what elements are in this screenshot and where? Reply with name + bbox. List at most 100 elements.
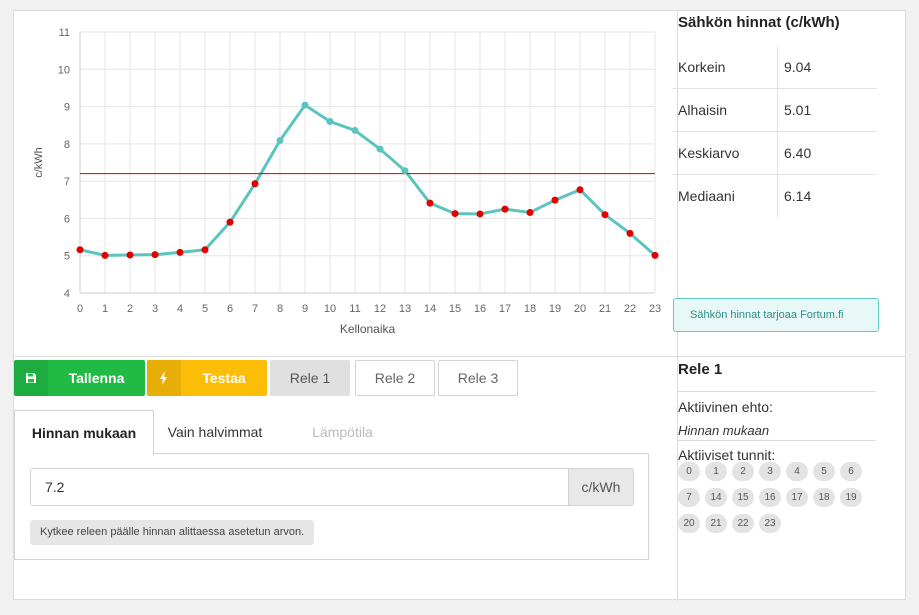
data-point bbox=[126, 251, 134, 259]
hour-chip: 22 bbox=[732, 514, 754, 533]
stat-value: 5.01 bbox=[784, 102, 812, 118]
data-point bbox=[426, 199, 434, 207]
data-point bbox=[76, 246, 84, 254]
x-tick-label: 14 bbox=[424, 303, 436, 315]
hour-chip: 15 bbox=[732, 488, 754, 507]
hour-chip: 21 bbox=[705, 514, 727, 533]
x-tick-label: 13 bbox=[399, 303, 411, 315]
x-tick-label: 6 bbox=[227, 303, 233, 315]
data-point bbox=[276, 137, 284, 145]
data-point bbox=[576, 186, 584, 194]
test-label: Testaa bbox=[202, 370, 246, 386]
stat-value: 6.40 bbox=[784, 145, 812, 161]
data-point bbox=[151, 251, 159, 259]
divider bbox=[677, 11, 678, 357]
save-label: Tallenna bbox=[68, 370, 125, 386]
x-tick-label: 2 bbox=[127, 303, 133, 315]
hour-chip: 0 bbox=[678, 462, 700, 481]
stat-value: 9.04 bbox=[784, 59, 812, 75]
stat-row-max: Korkein 9.04 bbox=[672, 46, 877, 89]
x-tick-label: 1 bbox=[102, 303, 108, 315]
x-axis-label: Kellonaika bbox=[340, 322, 396, 336]
data-point bbox=[301, 101, 309, 109]
relay-1-button[interactable]: Rele 1 bbox=[270, 360, 350, 396]
hour-chip: 1 bbox=[705, 462, 727, 481]
y-axis-label: c/kWh bbox=[33, 147, 45, 178]
price-threshold-input[interactable] bbox=[31, 469, 568, 505]
lightning-icon bbox=[147, 360, 181, 396]
y-tick-label: 5 bbox=[64, 251, 70, 263]
x-tick-label: 17 bbox=[499, 303, 511, 315]
data-point bbox=[101, 251, 109, 259]
y-tick-label: 11 bbox=[59, 27, 70, 39]
x-tick-label: 0 bbox=[77, 303, 83, 315]
y-tick-label: 6 bbox=[64, 213, 70, 225]
data-point bbox=[551, 196, 559, 204]
x-tick-label: 8 bbox=[277, 303, 283, 315]
x-tick-label: 12 bbox=[374, 303, 386, 315]
x-tick-label: 18 bbox=[524, 303, 536, 315]
price-input-group: c/kWh bbox=[30, 468, 634, 506]
provider-link[interactable]: Sähkön hinnat tarjoaa Fortum.fi bbox=[673, 298, 879, 332]
test-button[interactable]: Testaa bbox=[147, 360, 267, 396]
tab-cheapest[interactable]: Vain halvimmat bbox=[167, 424, 263, 440]
tab-panel: c/kWh Kytkee releen päälle hinnan alitta… bbox=[14, 453, 649, 560]
x-tick-label: 21 bbox=[599, 303, 611, 315]
hour-chip: 23 bbox=[759, 514, 781, 533]
condition-value: Hinnan mukaan bbox=[678, 423, 770, 438]
data-point bbox=[651, 251, 659, 259]
stat-row-median: Mediaani 6.14 bbox=[672, 175, 877, 217]
hour-chip: 20 bbox=[678, 514, 700, 533]
hint-text: Kytkee releen päälle hinnan alittaessa a… bbox=[30, 520, 315, 545]
unit-label: c/kWh bbox=[568, 469, 633, 505]
x-tick-label: 16 bbox=[474, 303, 486, 315]
divider bbox=[677, 391, 876, 392]
x-tick-label: 4 bbox=[177, 303, 183, 315]
stats-table: Korkein 9.04 Alhaisin 5.01 Keskiarvo 6.4… bbox=[672, 46, 877, 217]
x-tick-label: 22 bbox=[624, 303, 636, 315]
stat-label: Mediaani bbox=[678, 188, 735, 204]
data-point bbox=[201, 246, 209, 254]
x-tick-label: 23 bbox=[649, 303, 661, 315]
price-series-line bbox=[79, 103, 656, 257]
data-point bbox=[376, 145, 384, 153]
hour-chip: 17 bbox=[786, 488, 808, 507]
relay-title: Rele 1 bbox=[678, 361, 723, 378]
stat-label: Korkein bbox=[678, 59, 726, 75]
hour-chip: 14 bbox=[705, 488, 727, 507]
stats-title: Sähkön hinnat (c/kWh) bbox=[678, 14, 840, 31]
hour-chip: 7 bbox=[678, 488, 700, 507]
stat-label: Alhaisin bbox=[678, 102, 728, 118]
data-point bbox=[626, 229, 634, 237]
stat-row-avg: Keskiarvo 6.40 bbox=[672, 132, 877, 175]
x-tick-label: 20 bbox=[574, 303, 586, 315]
relay-2-button[interactable]: Rele 2 bbox=[355, 360, 435, 396]
hour-chip: 2 bbox=[732, 462, 754, 481]
x-tick-label: 19 bbox=[549, 303, 561, 315]
active-hours: 0 1 2 3 4 5 67 14 15 16 17 18 1920 21 22 23 bbox=[676, 461, 876, 539]
y-tick-label: 10 bbox=[58, 64, 70, 76]
data-point bbox=[526, 208, 534, 216]
relay-3-button[interactable]: Rele 3 bbox=[438, 360, 518, 396]
hours-label: Aktiiviset tunnit: bbox=[678, 447, 776, 463]
tab-temperature[interactable]: Lämpötila bbox=[312, 424, 373, 440]
data-point bbox=[451, 210, 459, 218]
data-point bbox=[476, 210, 484, 218]
stat-value: 6.14 bbox=[784, 188, 812, 204]
hour-chip: 6 bbox=[840, 462, 862, 481]
data-point bbox=[351, 126, 359, 134]
x-tick-label: 7 bbox=[252, 303, 258, 315]
save-button[interactable]: Tallenna bbox=[14, 360, 145, 396]
x-tick-label: 10 bbox=[324, 303, 336, 315]
hour-chip: 19 bbox=[840, 488, 862, 507]
divider bbox=[14, 356, 905, 357]
y-tick-label: 9 bbox=[64, 102, 70, 114]
data-point bbox=[226, 218, 234, 226]
hour-chip: 3 bbox=[759, 462, 781, 481]
tab-price[interactable]: Hinnan mukaan bbox=[14, 410, 154, 455]
data-point bbox=[401, 167, 409, 175]
divider bbox=[677, 357, 678, 601]
y-tick-label: 8 bbox=[64, 139, 70, 151]
data-point bbox=[251, 180, 259, 188]
